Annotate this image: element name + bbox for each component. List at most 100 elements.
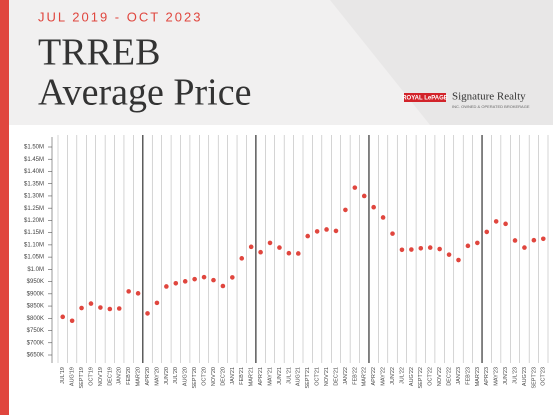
- brand-tagline: INC. OWNED & OPERATED BROKERAGE: [452, 104, 530, 109]
- x-tick-label: JUN'22: [390, 367, 396, 385]
- y-tick-label: $750K: [27, 328, 44, 334]
- x-tick-label: APR'22: [371, 367, 377, 385]
- y-tick-label: $800K: [27, 316, 44, 322]
- data-point: [211, 277, 216, 283]
- logo: ROYAL LePAGE: [402, 96, 448, 102]
- data-point: [286, 250, 292, 256]
- data-point: [352, 185, 358, 190]
- data-point: [418, 246, 424, 251]
- x-tick-label: JUN'21: [277, 367, 283, 385]
- data-point: [248, 244, 254, 250]
- x-tick-label: AUG'20: [183, 367, 189, 386]
- x-tick-label: SEPT'21: [305, 367, 311, 389]
- data-point: [258, 249, 263, 255]
- title-line: Average Price: [38, 72, 251, 114]
- data-point: [182, 279, 188, 284]
- x-tick-label: MAR'22: [362, 367, 368, 386]
- data-point: [409, 247, 414, 252]
- header-shape: [330, 0, 553, 125]
- data-point: [465, 243, 471, 249]
- x-tick-label: JAN'20: [117, 367, 123, 385]
- data-point: [484, 229, 490, 235]
- x-tick-label: NOV'21: [324, 367, 330, 386]
- data-point: [380, 215, 386, 220]
- data-point: [427, 245, 433, 250]
- x-tick-label: SEPT'23: [531, 367, 537, 389]
- x-tick-label: JUL'23: [512, 367, 518, 384]
- x-tick-label: AUG'23: [522, 367, 528, 386]
- x-tick-label: JUL'20: [173, 367, 179, 384]
- side-bar: [0, 0, 9, 415]
- y-tick-label: $1.45M: [24, 157, 44, 163]
- data-point: [446, 252, 452, 257]
- x-tick-label: MAR'23: [475, 367, 481, 386]
- data-point: [305, 233, 311, 239]
- x-tick-label: MAY'20: [154, 367, 160, 386]
- x-tick-label: JUN'20: [164, 367, 170, 385]
- data-point: [88, 301, 94, 306]
- x-tick-label: FEB'22: [352, 367, 358, 385]
- x-tick-label: NOV'20: [211, 367, 217, 386]
- data-point: [277, 245, 282, 250]
- data-point: [154, 300, 160, 306]
- data-point: [399, 247, 405, 253]
- y-tick-label: $1.15M: [24, 230, 44, 236]
- x-tick-label: JAN'21: [230, 367, 236, 385]
- x-tick-label: DEC'22: [447, 367, 453, 386]
- data-point: [239, 256, 245, 261]
- y-tick-label: $1.0M: [27, 267, 44, 273]
- x-tick-label: MAY'22: [381, 367, 387, 386]
- y-tick-label: $950K: [27, 279, 44, 285]
- x-tick-label: DEC'19: [107, 367, 113, 386]
- x-tick-label: APR'23: [484, 367, 490, 385]
- data-point: [79, 305, 84, 311]
- data-point: [314, 229, 320, 234]
- y-tick-label: $700K: [27, 340, 44, 346]
- x-tick-label: SEPT'19: [79, 367, 85, 389]
- data-point: [201, 274, 207, 280]
- y-tick-label: $900K: [27, 291, 44, 297]
- x-tick-label: MAY'21: [267, 367, 273, 386]
- logo-box: [404, 93, 446, 102]
- data-point: [361, 193, 367, 199]
- data-point: [437, 246, 442, 252]
- data-point: [164, 284, 169, 289]
- y-tick-label: $1.40M: [24, 169, 44, 175]
- data-point: [173, 281, 179, 286]
- x-tick-label: JAN'23: [456, 367, 462, 385]
- y-tick-label: $1.30M: [24, 194, 44, 200]
- data-point: [107, 306, 113, 312]
- x-tick-label: OCT'22: [428, 367, 434, 386]
- data-point: [512, 238, 518, 243]
- data-point: [390, 231, 395, 236]
- x-tick-label: JUL'19: [60, 367, 66, 384]
- x-tick-label: OCT'20: [202, 367, 208, 386]
- data-point: [60, 314, 66, 320]
- data-point: [493, 219, 499, 224]
- x-tick-label: JUN'23: [503, 367, 509, 385]
- data-point: [220, 283, 226, 289]
- title-line: TRREB: [38, 32, 160, 74]
- y-tick-label: $650K: [27, 353, 44, 359]
- data-point: [267, 240, 273, 246]
- brand-name: Signature Realty: [452, 91, 526, 103]
- data-point: [116, 306, 122, 311]
- x-tick-label: SEPT'20: [192, 367, 198, 389]
- data-point: [69, 318, 75, 324]
- data-point: [475, 240, 480, 246]
- x-tick-label: NOV'22: [437, 367, 443, 386]
- data-point: [126, 289, 131, 294]
- data-point: [192, 276, 197, 282]
- data-point: [135, 291, 141, 296]
- x-tick-label: NOV'19: [98, 367, 104, 386]
- x-tick-label: FEB'23: [465, 367, 471, 385]
- x-tick-label: OCT'19: [88, 367, 94, 386]
- data-point: [230, 275, 235, 280]
- y-tick-label: $850K: [27, 304, 44, 310]
- x-tick-label: JUL'21: [286, 367, 292, 384]
- data-point: [531, 237, 537, 243]
- x-tick-label: MAR'20: [136, 367, 142, 386]
- data-point: [145, 311, 150, 316]
- y-tick-label: $1.20M: [24, 218, 44, 224]
